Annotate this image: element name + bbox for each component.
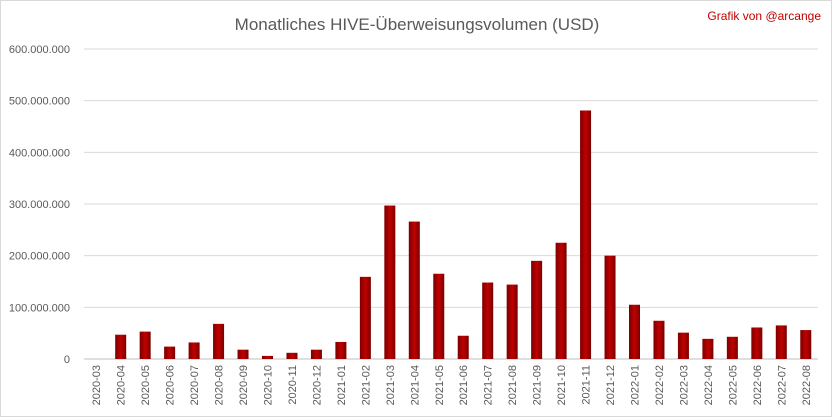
x-tick-label: 2022-07	[776, 365, 788, 405]
x-tick-label: 2021-10	[556, 365, 568, 405]
bar-2020-11	[286, 352, 298, 359]
chart-title: Monatliches HIVE-Überweisungsvolumen (US…	[235, 15, 600, 34]
bar-2020-05	[139, 331, 151, 359]
x-tick-label: 2022-02	[654, 365, 666, 405]
bar-2021-09	[531, 260, 543, 359]
x-tick-label: 2020-06	[165, 365, 177, 405]
bar-2020-09	[237, 349, 249, 359]
bar-2020-07	[188, 342, 200, 359]
x-tick-label: 2020-03	[91, 365, 103, 405]
bar-2022-03	[677, 332, 689, 359]
x-tick-label: 2020-04	[116, 365, 128, 405]
y-tick-label: 500.000.000	[9, 96, 70, 108]
bar-2022-07	[775, 325, 787, 359]
bar-2022-02	[653, 320, 665, 359]
bar-2021-08	[506, 284, 518, 359]
x-tick-label: 2021-02	[360, 365, 372, 405]
bar-2021-07	[482, 282, 494, 359]
x-tick-label: 2022-04	[703, 365, 715, 405]
x-tick-label: 2020-08	[214, 365, 226, 405]
x-tick-label: 2020-10	[263, 365, 275, 405]
x-tick-label: 2022-05	[727, 365, 739, 405]
bar-2021-05	[433, 273, 445, 359]
x-tick-label: 2021-09	[532, 365, 544, 405]
bar-2021-01	[335, 341, 347, 359]
bar-2021-11	[580, 110, 592, 359]
x-tick-label: 2021-01	[336, 365, 348, 405]
bar-2022-08	[800, 330, 812, 359]
bar-2021-10	[555, 242, 567, 359]
x-tick-label: 2021-12	[605, 365, 617, 405]
x-tick-label: 2021-08	[507, 365, 519, 405]
x-tick-label: 2020-11	[287, 365, 299, 405]
bar-2022-05	[726, 336, 738, 359]
x-tick-label: 2021-03	[385, 365, 397, 405]
x-tick-label: 2021-04	[409, 365, 421, 405]
bar-2021-06	[457, 335, 469, 359]
y-tick-label: 300.000.000	[9, 199, 70, 211]
y-tick-label: 200.000.000	[9, 251, 70, 263]
bar-2020-10	[261, 355, 274, 359]
bar-2020-06	[164, 346, 176, 359]
x-tick-label: 2021-05	[434, 365, 446, 405]
y-tick-label: 100.000.000	[9, 302, 70, 314]
x-tick-label: 2020-05	[140, 365, 152, 405]
x-tick-label: 2021-06	[458, 365, 470, 405]
bar-2020-04	[115, 334, 127, 359]
x-tick-label: 2020-09	[238, 365, 250, 405]
x-tick-label: 2022-01	[630, 365, 642, 405]
x-tick-label: 2020-12	[311, 365, 323, 405]
x-tick-label: 2021-11	[581, 365, 593, 405]
x-tick-label: 2022-08	[801, 365, 813, 405]
bar-2020-12	[310, 349, 322, 359]
x-tick-label: 2022-06	[752, 365, 764, 405]
bar-2022-04	[702, 338, 714, 359]
x-tick-label: 2022-03	[678, 365, 690, 405]
bar-2022-06	[751, 327, 763, 359]
bar-2021-04	[408, 221, 420, 359]
bar-2020-08	[213, 323, 225, 359]
x-tick-label: 2021-07	[483, 365, 495, 405]
y-tick-label: 400.000.000	[9, 147, 70, 159]
bar-2021-12	[604, 255, 616, 359]
y-tick-label: 600.000.000	[9, 44, 70, 56]
y-tick-label: 0	[64, 354, 70, 366]
bar-2022-01	[628, 304, 641, 359]
bar-2021-03	[384, 205, 396, 359]
x-tick-label: 2020-07	[189, 365, 201, 405]
bar-2021-02	[359, 276, 371, 359]
chart-credit: Grafik von @arcange	[707, 9, 821, 23]
